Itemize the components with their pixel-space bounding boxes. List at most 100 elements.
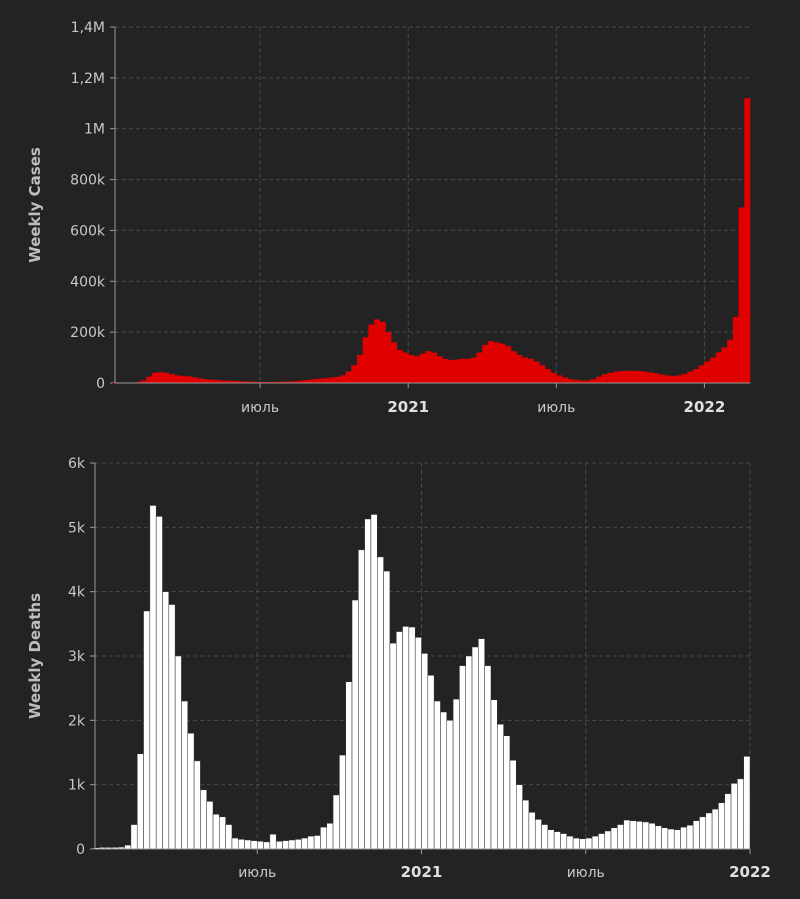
bar[interactable]: [220, 380, 227, 383]
bar[interactable]: [368, 324, 375, 383]
bar[interactable]: [174, 375, 181, 383]
bar[interactable]: [271, 381, 278, 383]
bar[interactable]: [385, 332, 392, 383]
bar[interactable]: [471, 646, 479, 850]
bar[interactable]: [208, 379, 215, 383]
bar[interactable]: [130, 824, 138, 850]
bar[interactable]: [667, 828, 675, 850]
bar[interactable]: [356, 355, 363, 383]
bar[interactable]: [427, 675, 435, 850]
bar[interactable]: [680, 826, 688, 850]
bar[interactable]: [383, 570, 391, 850]
bar[interactable]: [522, 357, 529, 383]
bar[interactable]: [534, 819, 542, 850]
bar[interactable]: [539, 365, 546, 383]
bar[interactable]: [510, 351, 517, 383]
bar[interactable]: [299, 380, 306, 383]
bar[interactable]: [301, 837, 309, 850]
bar[interactable]: [509, 759, 517, 850]
bar[interactable]: [528, 812, 536, 850]
bar[interactable]: [277, 381, 284, 383]
bar[interactable]: [556, 375, 563, 383]
bar[interactable]: [244, 839, 252, 850]
bar[interactable]: [364, 518, 372, 850]
bar[interactable]: [206, 801, 214, 850]
bar[interactable]: [493, 342, 500, 383]
bar[interactable]: [453, 359, 460, 383]
bar[interactable]: [541, 824, 549, 850]
bar[interactable]: [402, 352, 409, 383]
bar[interactable]: [618, 371, 625, 383]
bar[interactable]: [181, 700, 189, 850]
bar[interactable]: [146, 376, 153, 383]
bar[interactable]: [317, 378, 324, 383]
bar[interactable]: [180, 375, 187, 383]
bar[interactable]: [162, 591, 170, 850]
bar[interactable]: [653, 373, 660, 383]
bar[interactable]: [624, 370, 631, 383]
bar[interactable]: [533, 361, 540, 383]
bar[interactable]: [168, 604, 176, 850]
bar[interactable]: [744, 98, 751, 383]
bar[interactable]: [425, 351, 432, 383]
bar[interactable]: [282, 381, 289, 383]
bar[interactable]: [738, 207, 745, 383]
bar[interactable]: [692, 820, 700, 850]
bar[interactable]: [395, 631, 403, 850]
bar[interactable]: [413, 356, 420, 383]
bar[interactable]: [591, 835, 599, 850]
bar[interactable]: [658, 374, 665, 383]
bar[interactable]: [282, 840, 290, 850]
bar[interactable]: [470, 357, 477, 383]
bar[interactable]: [168, 374, 175, 383]
bar[interactable]: [358, 549, 365, 850]
bar[interactable]: [617, 824, 624, 850]
bar[interactable]: [332, 794, 340, 850]
bar[interactable]: [585, 837, 593, 850]
bar[interactable]: [157, 372, 164, 383]
bar[interactable]: [544, 369, 551, 383]
bar[interactable]: [254, 381, 261, 383]
bar[interactable]: [408, 355, 415, 383]
bar[interactable]: [567, 379, 574, 383]
bar[interactable]: [322, 378, 329, 383]
bar[interactable]: [623, 819, 631, 850]
bar[interactable]: [339, 375, 346, 383]
bar[interactable]: [433, 700, 441, 850]
bar[interactable]: [516, 355, 523, 383]
bar[interactable]: [482, 344, 489, 383]
bar[interactable]: [596, 376, 603, 383]
bar[interactable]: [379, 321, 386, 383]
bar[interactable]: [149, 505, 157, 850]
bar[interactable]: [307, 835, 315, 850]
bar[interactable]: [351, 599, 359, 850]
bar[interactable]: [607, 372, 614, 383]
bar[interactable]: [721, 347, 728, 383]
bar[interactable]: [737, 778, 744, 850]
bar[interactable]: [704, 361, 711, 383]
bar[interactable]: [370, 514, 378, 850]
bar[interactable]: [446, 720, 454, 850]
bar[interactable]: [718, 802, 725, 850]
bar[interactable]: [598, 833, 605, 850]
bar[interactable]: [288, 839, 296, 850]
bar[interactable]: [243, 381, 250, 383]
bar[interactable]: [345, 371, 352, 383]
bar[interactable]: [203, 379, 210, 383]
bar[interactable]: [675, 375, 682, 383]
bar[interactable]: [155, 516, 163, 850]
bar[interactable]: [727, 339, 734, 383]
bar[interactable]: [391, 342, 398, 383]
bar[interactable]: [661, 827, 669, 850]
bar[interactable]: [421, 653, 429, 850]
bar[interactable]: [143, 610, 151, 850]
bar[interactable]: [197, 378, 204, 383]
bar[interactable]: [673, 829, 681, 850]
bar[interactable]: [294, 380, 301, 383]
bar[interactable]: [238, 839, 245, 850]
bar[interactable]: [522, 799, 530, 850]
bar[interactable]: [326, 823, 334, 850]
bar[interactable]: [698, 365, 705, 383]
bar[interactable]: [579, 838, 586, 850]
bar[interactable]: [351, 365, 358, 383]
